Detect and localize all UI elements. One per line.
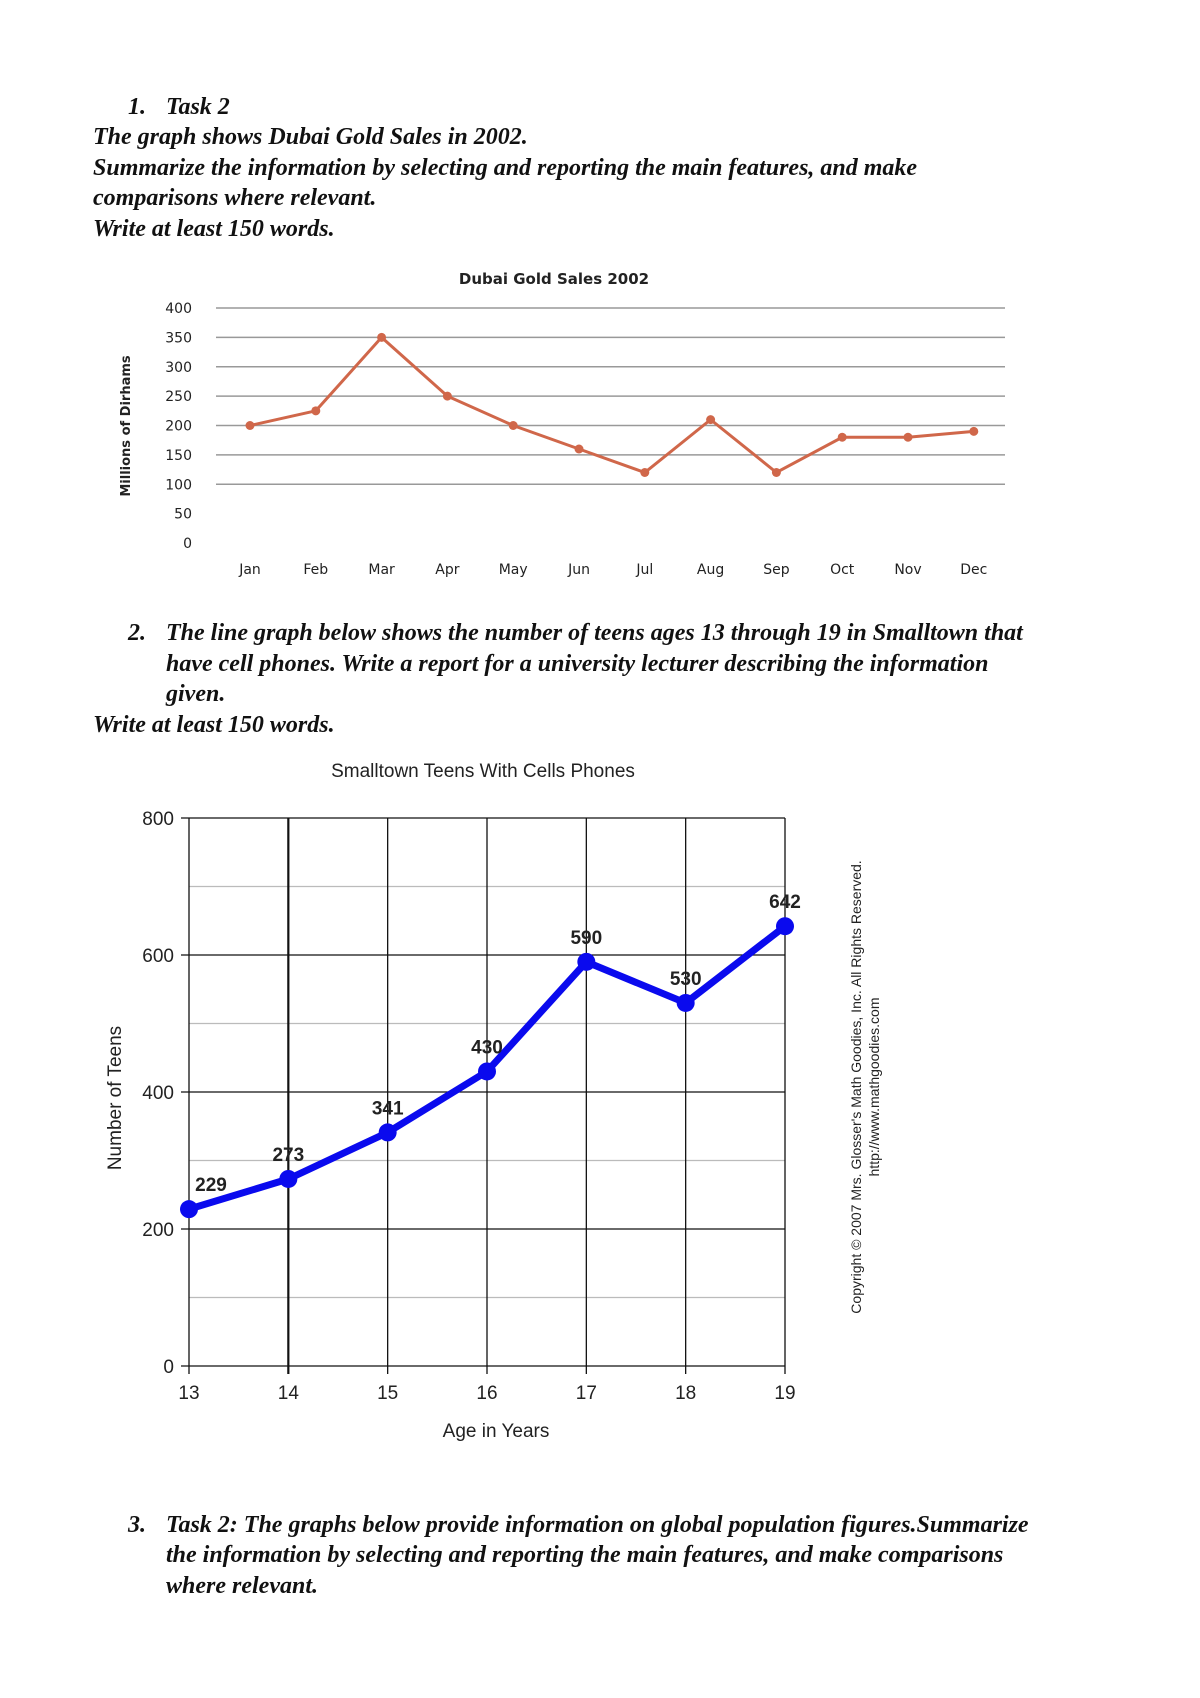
y-tick-label: 250	[165, 389, 192, 405]
x-tick-label: Mar	[368, 562, 395, 578]
task2-line: The line graph below shows the number of…	[166, 620, 1023, 646]
data-point	[378, 1123, 397, 1142]
x-tick-label: 14	[278, 1383, 300, 1404]
x-tick-label: Nov	[894, 562, 921, 578]
y-tick-label: 800	[142, 809, 174, 830]
y-tick-label: 0	[183, 536, 192, 552]
data-point	[837, 432, 847, 442]
x-tick-label: May	[499, 562, 528, 578]
task1-heading: Task 2	[166, 94, 230, 120]
x-tick-label: Oct	[830, 562, 855, 578]
data-label: 530	[670, 969, 702, 990]
data-point	[311, 406, 321, 416]
y-axis-label: Number of Teens	[105, 1026, 126, 1170]
y-tick-label: 600	[142, 946, 174, 967]
x-tick-label: 16	[476, 1383, 497, 1404]
data-point	[969, 426, 979, 436]
x-tick-label: Jun	[567, 562, 590, 578]
data-point	[377, 332, 387, 342]
x-tick-label: Aug	[697, 562, 724, 578]
data-point	[279, 1169, 298, 1188]
x-tick-label: Dec	[960, 562, 987, 578]
data-point	[577, 952, 596, 971]
smalltown-teens-chart: Smalltown Teens With Cells Phones Age in…	[105, 761, 882, 1442]
data-label: 341	[372, 1098, 404, 1119]
task3-line: where relevant.	[166, 1573, 318, 1599]
y-tick-label: 400	[165, 301, 192, 317]
y-tick-label: 300	[165, 360, 192, 376]
task1-number: 1.	[128, 94, 146, 120]
data-label: 430	[471, 1037, 503, 1058]
x-tick-label: 15	[377, 1383, 398, 1404]
x-tick-label: 18	[675, 1383, 696, 1404]
data-label: 229	[195, 1175, 227, 1196]
data-point	[676, 993, 695, 1012]
task1-line: comparisons where relevant.	[93, 185, 377, 211]
data-point	[180, 1200, 198, 1219]
data-point	[245, 421, 255, 430]
data-label: 590	[570, 928, 602, 949]
x-tick-label: Jan	[238, 562, 261, 578]
chart-title: Smalltown Teens With Cells Phones	[331, 761, 635, 782]
task2-line: have cell phones. Write a report for a u…	[166, 651, 989, 677]
task1-line: The graph shows Dubai Gold Sales in 2002…	[93, 124, 528, 150]
task3-number: 3.	[128, 1512, 146, 1538]
task1-line: Summarize the information by selecting a…	[93, 155, 918, 181]
data-point	[771, 468, 781, 477]
y-tick-label: 0	[163, 1357, 174, 1378]
x-tick-label: 19	[774, 1383, 795, 1404]
data-point	[776, 917, 794, 936]
task3-line: Task 2: The graphs below provide informa…	[166, 1512, 1029, 1538]
data-label: 273	[272, 1145, 304, 1166]
task2-number: 2.	[128, 620, 146, 646]
y-tick-label: 200	[165, 419, 192, 435]
x-tick-label: 17	[576, 1383, 597, 1404]
x-tick-label: Feb	[303, 562, 328, 578]
x-axis-label: Age in Years	[443, 1421, 550, 1442]
data-point	[903, 432, 913, 442]
y-tick-label: 150	[165, 448, 192, 464]
y-tick-label: 200	[142, 1220, 174, 1241]
y-axis-label: Millions of Dirhams	[119, 355, 134, 497]
data-point	[478, 1062, 496, 1081]
copyright-url: http://www.mathgoodies.com	[866, 998, 882, 1177]
y-tick-label: 400	[142, 1083, 174, 1104]
task3-line: the information by selecting and reporti…	[166, 1542, 1004, 1568]
task1-words: Write at least 150 words.	[93, 216, 335, 242]
x-tick-label: Apr	[435, 562, 459, 578]
y-tick-label: 100	[165, 477, 192, 493]
task2-line: given.	[166, 681, 226, 707]
dubai-gold-sales-chart: Dubai Gold Sales 2002 Millions of Dirham…	[119, 270, 1005, 578]
task2-words: Write at least 150 words.	[93, 712, 335, 738]
chart-title: Dubai Gold Sales 2002	[459, 270, 649, 288]
data-point	[574, 444, 584, 454]
data-point	[640, 468, 650, 477]
y-tick-label: 350	[165, 330, 192, 346]
x-tick-label: 13	[178, 1383, 199, 1404]
y-tick-label: 50	[174, 507, 192, 523]
copyright-text: Copyright © 2007 Mrs. Glosser's Math Goo…	[848, 860, 864, 1313]
x-tick-label: Jul	[635, 562, 653, 578]
data-point	[442, 391, 452, 401]
series-line	[249, 335, 974, 475]
data-label: 642	[769, 892, 801, 913]
x-tick-label: Sep	[763, 562, 790, 578]
data-point	[706, 415, 716, 425]
data-point	[508, 421, 518, 430]
